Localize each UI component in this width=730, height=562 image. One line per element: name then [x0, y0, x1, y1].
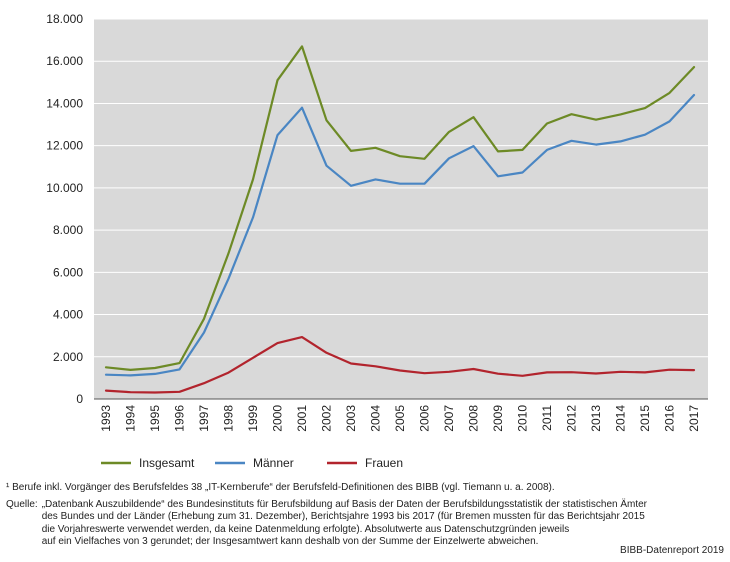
x-tick-label: 2008: [467, 405, 481, 432]
x-axis-ticks: 1993 1994 1995 1996 1997 1998 1999 2000 2001 2002…: [99, 405, 701, 432]
x-tick-label: 2012: [565, 405, 579, 432]
y-tick-label: 8.000: [53, 223, 83, 237]
source-line: des Bundes und der Länder (Erhebung zum …: [41, 511, 645, 522]
x-tick-label: 2006: [418, 405, 432, 432]
y-tick-label: 6.000: [53, 265, 83, 279]
x-tick-label: 2017: [687, 405, 701, 432]
x-tick-label: 2007: [442, 405, 456, 432]
y-tick-label: 10.000: [46, 181, 83, 195]
legend-label: Männer: [253, 456, 294, 470]
credit: BIBB-Datenreport 2019: [620, 545, 724, 556]
x-tick-label: 2015: [638, 405, 652, 432]
y-tick-label: 12.000: [46, 139, 83, 153]
y-tick-label: 16.000: [46, 54, 83, 68]
x-tick-label: 2000: [271, 405, 285, 432]
x-tick-label: 2011: [540, 405, 554, 431]
series-line-2: [104, 336, 696, 394]
footnote: ¹ Berufe inkl. Vorgänger des Berufsfelde…: [6, 482, 555, 493]
y-tick-label: 14.000: [46, 96, 83, 110]
x-tick-label: 1996: [173, 405, 187, 432]
gridlines: [94, 18, 708, 400]
x-tick-label: 1993: [99, 405, 113, 432]
legend: Insgesamt Männer Frauen: [101, 456, 403, 470]
legend-label: Frauen: [365, 456, 403, 470]
x-tick-label: 2003: [344, 405, 358, 432]
x-tick-label: 2013: [589, 405, 603, 432]
line-chart: 0 2.000 4.000 6.000 8.000 10.000 12.000 14.000 1…: [46, 12, 708, 470]
notes: ¹ Berufe inkl. Vorgänger des Berufsfelde…: [6, 482, 724, 549]
x-tick-label: 1995: [148, 405, 162, 432]
source-note: Quelle: „Datenbank Auszubildende“ des Bu…: [6, 499, 724, 549]
x-tick-label: 2014: [614, 405, 628, 432]
x-tick-label: 2001: [295, 405, 309, 432]
x-tick-label: 2004: [369, 405, 383, 432]
x-tick-label: 2016: [663, 405, 677, 432]
y-axis-ticks: 0 2.000 4.000 6.000 8.000 10.000 12.000 14.000 1…: [46, 12, 83, 406]
x-tick-label: 1999: [246, 405, 260, 432]
x-tick-label: 1998: [222, 405, 236, 432]
x-tick-label: 2010: [516, 405, 530, 432]
source-line: auf ein Vielfaches von 3 gerundet; der I…: [41, 536, 539, 547]
x-tick-label: 2009: [491, 405, 505, 432]
series-line-1: [104, 93, 696, 377]
source-prefix: Quelle:: [6, 498, 38, 510]
y-tick-label: 18.000: [46, 12, 83, 26]
plot-area: [94, 19, 708, 399]
y-tick-label: 4.000: [53, 308, 83, 322]
source-text: „Datenbank Auszubildende“ des Bundesinst…: [38, 499, 724, 549]
x-tick-label: 1997: [197, 405, 211, 432]
series-line-0: [104, 45, 696, 371]
series-lines: [104, 45, 696, 394]
source-line: „Datenbank Auszubildende“ des Bundesinst…: [41, 498, 648, 510]
x-tick-label: 2005: [393, 405, 407, 432]
y-tick-label: 2.000: [53, 350, 83, 364]
x-tick-label: 1994: [124, 405, 138, 432]
legend-label: Insgesamt: [139, 456, 195, 470]
y-tick-label: 0: [76, 392, 83, 406]
x-tick-label: 2002: [320, 405, 334, 432]
source-line: die Vorjahreswerte verwendet werden, da …: [41, 523, 570, 535]
